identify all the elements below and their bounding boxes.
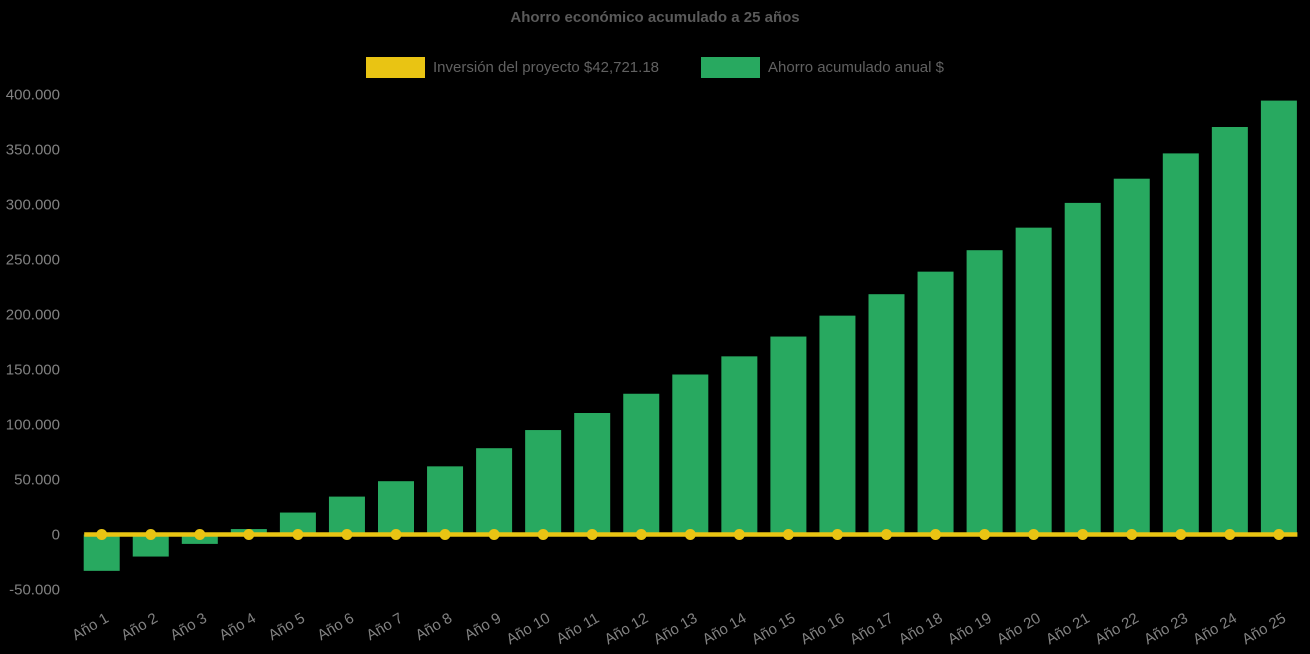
x-tick-año-1: Año 1 (69, 610, 111, 644)
investment-point-año-15[interactable] (782, 529, 794, 540)
investment-point-año-8[interactable] (439, 529, 451, 540)
bar-año-10[interactable] (525, 430, 562, 536)
y-tick-150000: 150.000 (6, 362, 60, 379)
investment-point-año-7[interactable] (390, 529, 402, 540)
y-tick-350000: 350.000 (6, 142, 60, 159)
x-tick-año-17: Año 17 (847, 610, 897, 648)
bar-año-24[interactable] (1211, 127, 1248, 536)
bar-año-7[interactable] (378, 481, 414, 536)
bar-año-14[interactable] (721, 356, 758, 536)
bar-año-16[interactable] (819, 315, 856, 536)
bar-año-18[interactable] (917, 271, 954, 536)
investment-point-año-11[interactable] (586, 529, 598, 540)
bar-año-12[interactable] (623, 393, 660, 536)
bar-año-2[interactable] (132, 534, 169, 557)
investment-point-año-19[interactable] (979, 529, 991, 540)
x-tick-año-13: Año 13 (651, 610, 701, 648)
investment-point-año-21[interactable] (1077, 529, 1089, 540)
x-tick-año-20: Año 20 (994, 610, 1044, 648)
investment-point-año-17[interactable] (881, 529, 892, 540)
investment-point-año-2[interactable] (145, 529, 157, 540)
investment-point-año-23[interactable] (1175, 529, 1187, 540)
investment-point-año-4[interactable] (243, 529, 255, 540)
x-tick-año-23: Año 23 (1141, 610, 1191, 648)
bar-año-25[interactable] (1260, 100, 1297, 536)
y-tick-250000: 250.000 (6, 252, 60, 269)
x-tick-año-11: Año 11 (553, 610, 602, 648)
x-tick-año-8: Año 8 (413, 610, 455, 644)
legend-item-inversion[interactable]: Inversión del proyecto $42,721.18 (366, 57, 659, 78)
x-tick-año-25: Año 25 (1239, 610, 1289, 648)
investment-point-año-1[interactable] (96, 529, 108, 540)
investment-point-año-18[interactable] (930, 529, 942, 540)
x-tick-año-6: Año 6 (314, 610, 356, 644)
investment-point-año-12[interactable] (635, 529, 647, 540)
bar-año-13[interactable] (672, 374, 709, 537)
legend-swatch-ahorro (701, 57, 761, 78)
investment-point-año-6[interactable] (341, 529, 353, 540)
x-tick-año-10: Año 10 (503, 610, 553, 648)
x-tick-año-19: Año 19 (945, 610, 995, 648)
x-tick-año-16: Año 16 (798, 610, 848, 648)
investment-point-año-20[interactable] (1028, 529, 1040, 540)
x-tick-año-7: Año 7 (364, 610, 406, 644)
investment-point-año-10[interactable] (537, 529, 549, 540)
y-tick-0: 0 (52, 527, 60, 544)
legend-swatch-inversion (366, 57, 426, 78)
y-tick-300000: 300.000 (6, 197, 60, 214)
investment-point-año-14[interactable] (733, 529, 745, 540)
legend-label-inversion: Inversión del proyecto $42,721.18 (433, 59, 660, 76)
x-tick-año-5: Año 5 (265, 610, 307, 644)
legend: Inversión del proyecto $42,721.18 Ahorro… (0, 57, 1310, 78)
investment-point-año-9[interactable] (488, 529, 500, 540)
x-tick-año-12: Año 12 (602, 610, 652, 648)
y-tick--50000: -50.000 (9, 582, 60, 599)
bar-año-21[interactable] (1064, 202, 1101, 536)
y-tick-400000: 400.000 (6, 87, 60, 104)
y-tick-50000: 50.000 (14, 472, 60, 489)
chart-title: Ahorro económico acumulado a 25 años (510, 9, 800, 26)
investment-point-año-3[interactable] (194, 529, 206, 540)
bar-año-17[interactable] (868, 294, 905, 536)
x-tick-año-4: Año 4 (216, 610, 258, 644)
legend-item-ahorro[interactable]: Ahorro acumulado anual $ (701, 57, 944, 78)
investment-point-año-16[interactable] (831, 529, 843, 540)
bar-año-5[interactable] (279, 512, 316, 536)
bar-año-23[interactable] (1162, 153, 1199, 536)
bar-año-20[interactable] (1015, 227, 1052, 536)
investment-point-año-25[interactable] (1273, 529, 1285, 540)
x-tick-año-2: Año 2 (118, 610, 160, 644)
x-tick-año-14: Año 14 (700, 610, 750, 648)
y-tick-100000: 100.000 (6, 417, 60, 434)
x-tick-año-21: Año 21 (1043, 610, 1093, 648)
bar-año-9[interactable] (476, 448, 513, 536)
investment-point-año-13[interactable] (684, 529, 696, 540)
x-tick-año-9: Año 9 (462, 610, 504, 644)
bar-año-8[interactable] (427, 466, 464, 536)
investment-point-año-5[interactable] (292, 529, 304, 540)
x-tick-año-18: Año 18 (896, 610, 946, 648)
y-tick-200000: 200.000 (6, 307, 60, 324)
bar-año-1[interactable] (83, 534, 120, 571)
x-tick-año-24: Año 24 (1190, 610, 1240, 648)
investment-point-año-24[interactable] (1224, 529, 1236, 540)
x-tick-año-3: Año 3 (167, 610, 209, 644)
bar-año-15[interactable] (770, 336, 807, 536)
investment-point-año-22[interactable] (1126, 529, 1138, 540)
x-tick-año-15: Año 15 (749, 610, 799, 648)
bar-año-22[interactable] (1113, 178, 1150, 536)
bar-año-11[interactable] (574, 413, 611, 536)
x-tick-año-22: Año 22 (1092, 610, 1142, 648)
bar-año-19[interactable] (966, 250, 1003, 536)
legend-label-ahorro: Ahorro acumulado anual $ (768, 59, 944, 76)
